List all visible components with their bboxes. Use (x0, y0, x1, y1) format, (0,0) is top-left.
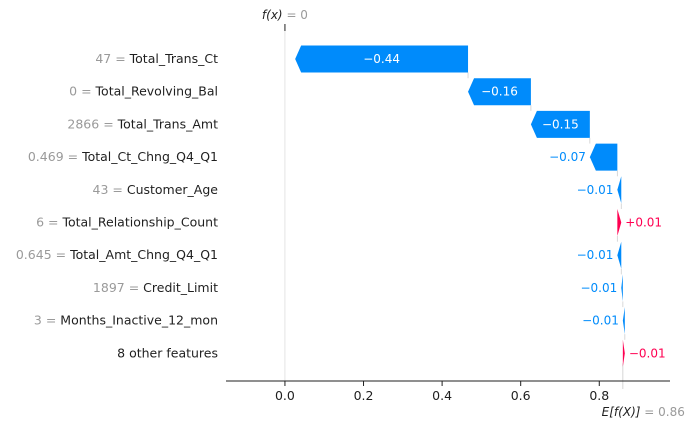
feature-label: 0.469 = Total_Ct_Chng_Q4_Q1 (28, 149, 218, 164)
expected-value-label: E[f(X)] = 0.86 (602, 405, 685, 419)
x-tick-label: 0.6 (511, 388, 531, 403)
feature-label: 0 = Total_Revolving_Bal (69, 84, 218, 99)
feature-label: 8 other features (117, 345, 218, 360)
bar-value-label: −0.01 (582, 314, 619, 328)
waterfall-bar (530, 110, 590, 138)
bar-value-label: −0.15 (542, 117, 579, 131)
feature-label: 2866 = Total_Trans_Amt (67, 116, 218, 131)
feature-label: 43 = Customer_Age (93, 182, 219, 197)
bar-value-label: −0.16 (481, 85, 518, 99)
x-tick-label: 0.0 (275, 388, 295, 403)
bar-value-label: +0.01 (625, 216, 662, 230)
feature-label: 3 = Months_Inactive_12_mon (34, 313, 218, 328)
bar-value-label: −0.01 (577, 248, 614, 262)
waterfall-bar (621, 274, 623, 302)
waterfall-bar (617, 241, 622, 269)
feature-label: 6 = Total_Relationship_Count (36, 215, 218, 230)
feature-label: 47 = Total_Trans_Ct (95, 51, 218, 66)
waterfall-bar (622, 339, 625, 367)
waterfall-bar (468, 78, 531, 106)
bar-value-label: −0.44 (363, 52, 400, 66)
bar-value-label: −0.07 (549, 150, 586, 164)
waterfall-bar (295, 45, 469, 73)
bar-value-label: −0.01 (577, 183, 614, 197)
waterfall-bar (589, 143, 618, 171)
x-tick-label: 0.8 (589, 388, 609, 403)
x-tick-label: 0.2 (354, 388, 374, 403)
x-tick-label: 0.4 (432, 388, 452, 403)
bar-value-label: −0.01 (580, 281, 617, 295)
bar-value-label: −0.01 (629, 346, 666, 360)
waterfall-bar (617, 209, 622, 236)
waterfall-bar (617, 176, 622, 204)
waterfall-bar (622, 307, 625, 335)
feature-label: 0.645 = Total_Amt_Chng_Q4_Q1 (16, 247, 218, 262)
fx-label: f(x) = 0 (262, 8, 308, 22)
feature-label: 1897 = Credit_Limit (93, 280, 218, 295)
